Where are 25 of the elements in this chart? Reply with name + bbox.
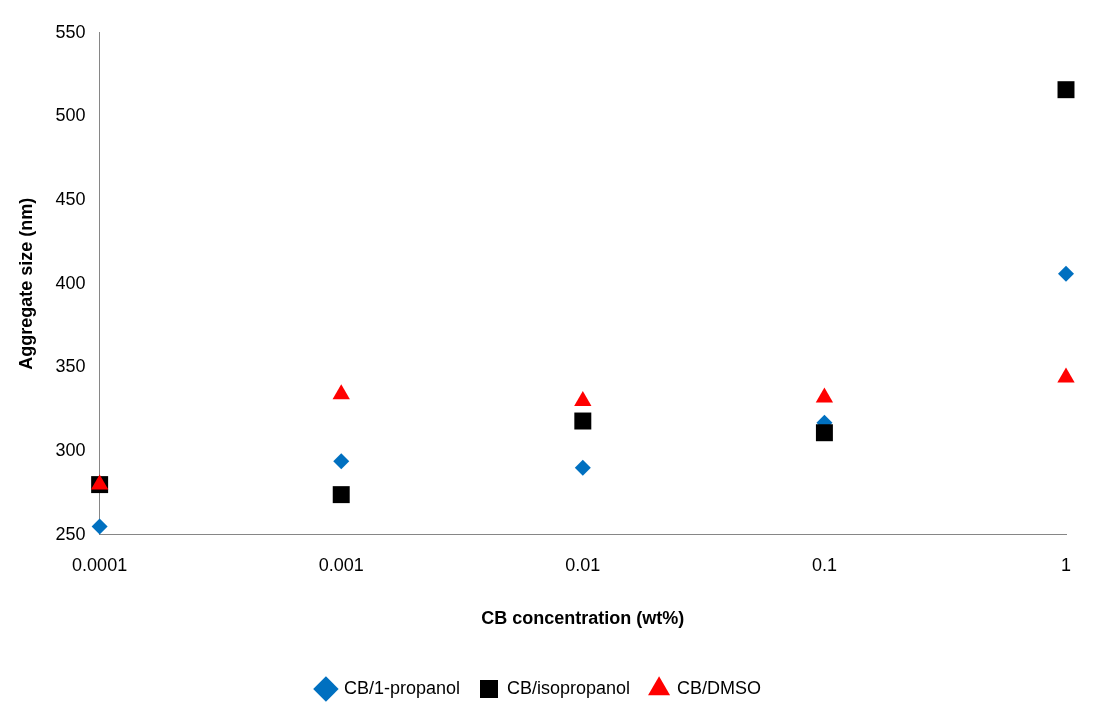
point <box>574 459 591 476</box>
x-tick-label: 0.001 <box>318 554 364 575</box>
legend-label: CB/isopropanol <box>506 677 631 698</box>
y-tick-label: 350 <box>55 356 86 377</box>
y-tick-label: 250 <box>55 523 86 544</box>
legend-label: CB/1-propanol <box>343 677 460 698</box>
point <box>1058 265 1074 282</box>
y-tick-label: 500 <box>55 105 86 126</box>
y-tick-label: 550 <box>55 21 86 42</box>
x-axis-title: CB concentration (wt%) <box>481 608 685 629</box>
x-tick-label: 0.01 <box>565 554 601 575</box>
y-tick-label: 300 <box>55 440 86 461</box>
point <box>1057 81 1075 99</box>
point <box>815 424 833 442</box>
y-axis-title: Aggregate size (nm) <box>15 197 36 370</box>
x-tick-label: 0.0001 <box>72 554 128 575</box>
legend-label: CB/DMSO <box>677 677 762 698</box>
point <box>332 486 350 504</box>
y-tick-label: 450 <box>55 189 86 210</box>
x-tick-label: 0.1 <box>811 554 837 575</box>
x-tick-label: 1 <box>1060 554 1072 575</box>
point <box>333 453 350 470</box>
point <box>91 518 108 535</box>
point <box>574 412 592 430</box>
y-tick-label: 400 <box>55 272 86 293</box>
